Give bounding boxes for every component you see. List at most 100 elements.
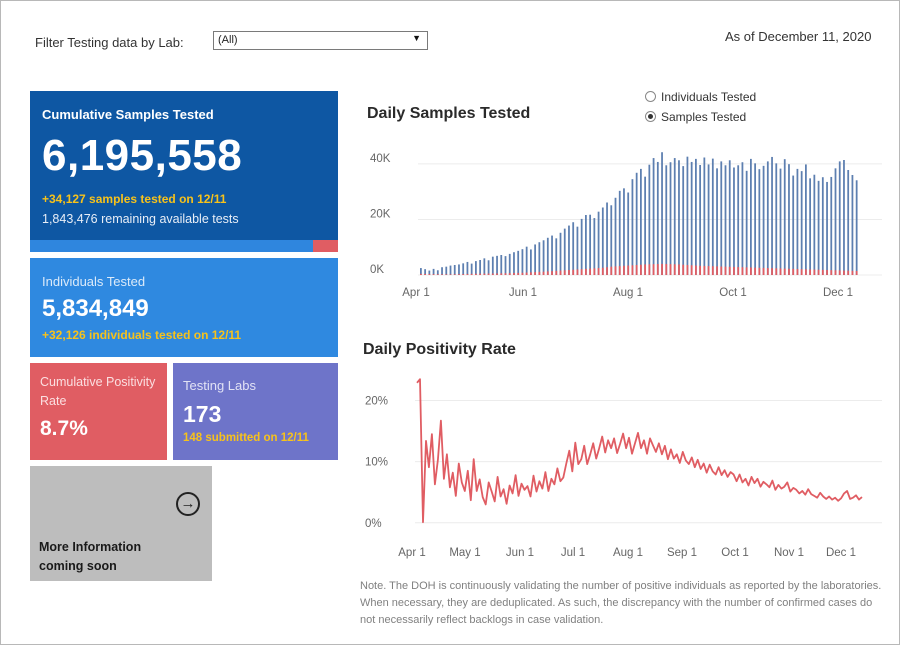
individuals-tested-value: 5,834,849: [42, 295, 149, 322]
positivity-rate-value: 8.7%: [40, 417, 88, 440]
samples-bar: [716, 168, 718, 275]
positive-bar: [711, 266, 714, 275]
positive-bar: [851, 270, 854, 275]
positive-bar: [601, 267, 604, 275]
samples-bar: [627, 192, 630, 275]
samples-x-tick-label: Jun 1: [509, 287, 537, 299]
lab-filter-value: (All): [218, 34, 238, 46]
samples-bar: [483, 258, 486, 275]
positive-bar: [796, 269, 799, 275]
positive-bar: [453, 274, 456, 275]
positive-bar: [716, 266, 718, 275]
remaining-tests: 1,843,476 remaining available tests: [42, 212, 239, 226]
positive-bar: [737, 267, 740, 275]
samples-bar: [475, 261, 477, 275]
positive-bar: [690, 265, 693, 275]
positive-bar: [821, 269, 824, 275]
positive-bar: [758, 267, 761, 275]
samples-bar: [792, 175, 795, 275]
more-information-card[interactable]: → More Information coming soon: [30, 466, 212, 581]
samples-bar: [843, 160, 845, 275]
radio-samples-tested-button[interactable]: [645, 111, 656, 122]
samples-bar: [805, 164, 807, 275]
positive-bar: [678, 264, 680, 275]
lab-filter-dropdown[interactable]: (All) ▼: [213, 31, 428, 50]
positive-bar: [525, 272, 528, 275]
positive-bar: [593, 268, 596, 275]
samples-bar: [487, 260, 490, 275]
samples-bar: [750, 158, 752, 275]
samples-bar: [420, 268, 422, 275]
positive-bar: [741, 267, 744, 275]
samples-bar: [644, 176, 647, 275]
positive-bar: [724, 266, 727, 275]
positive-bar: [656, 264, 659, 275]
positive-bar: [597, 268, 600, 275]
positive-bar: [432, 274, 435, 275]
samples-bar: [530, 249, 532, 275]
positivity-line: [416, 378, 863, 524]
samples-bar: [648, 164, 651, 275]
positivity-y-tick-label: 20%: [365, 396, 388, 408]
samples-bar: [496, 255, 498, 275]
cumulative-samples-delta: +34,127 samples tested on 12/11: [42, 192, 227, 206]
samples-bar: [695, 158, 697, 275]
positive-bar: [441, 274, 443, 275]
positive-bar: [530, 272, 532, 275]
samples-bar: [669, 162, 672, 275]
progress-fill: [30, 240, 314, 252]
samples-bar: [703, 157, 706, 275]
positive-bar: [496, 273, 498, 275]
samples-bar: [686, 156, 689, 275]
positive-bar: [559, 270, 562, 275]
more-information-label: More Information coming soon: [39, 540, 142, 573]
samples-bar: [855, 180, 858, 275]
samples-bar: [813, 174, 816, 275]
positive-bar: [534, 272, 537, 275]
samples-bar: [758, 169, 761, 275]
as-of-date: As of December 11, 2020: [725, 29, 872, 44]
positive-bar: [733, 266, 735, 275]
positive-bar: [563, 270, 566, 275]
positive-bar: [686, 265, 689, 275]
radio-individuals-tested[interactable]: Individuals Tested: [645, 90, 756, 104]
positive-bar: [771, 268, 773, 275]
arrow-circle-right-icon[interactable]: →: [176, 492, 200, 516]
samples-bar: [652, 158, 655, 275]
samples-y-tick-label: 0K: [370, 264, 384, 276]
samples-y-tick-label: 20K: [370, 208, 391, 220]
samples-bar: [580, 218, 583, 275]
positive-bar: [555, 270, 558, 275]
samples-bar: [572, 222, 575, 275]
testing-labs-card: Testing Labs 173 148 submitted on 12/11: [173, 363, 338, 460]
positive-bar: [707, 266, 710, 275]
samples-bar: [436, 270, 439, 275]
testing-labs-title: Testing Labs: [183, 378, 256, 393]
positivity-x-tick-label: Apr 1: [398, 547, 426, 559]
dropdown-arrow-icon[interactable]: ▼: [412, 33, 421, 43]
radio-individuals-tested-button[interactable]: [645, 91, 656, 102]
samples-bar: [631, 179, 634, 275]
positive-bar: [424, 273, 427, 275]
samples-bar: [707, 164, 710, 275]
positive-bar: [618, 266, 621, 275]
samples-bar: [665, 165, 668, 275]
individuals-tested-delta: +32,126 individuals tested on 12/11: [42, 328, 242, 342]
samples-bar: [809, 178, 812, 275]
samples-bar: [796, 168, 799, 275]
samples-bar: [762, 165, 765, 275]
samples-bar: [458, 264, 460, 275]
positive-bar: [542, 271, 545, 275]
samples-bar: [563, 228, 566, 275]
radio-samples-tested[interactable]: Samples Tested: [645, 110, 746, 124]
positivity-x-tick-label: Jul 1: [561, 547, 585, 559]
samples-bar: [847, 170, 850, 275]
samples-bar: [610, 205, 613, 275]
testing-labs-value: 173: [183, 401, 222, 427]
samples-bar: [711, 158, 714, 275]
positive-bar: [855, 270, 858, 275]
samples-bar: [817, 180, 820, 275]
positive-bar: [572, 269, 575, 275]
samples-bar: [771, 156, 773, 275]
samples-bar: [559, 232, 562, 275]
